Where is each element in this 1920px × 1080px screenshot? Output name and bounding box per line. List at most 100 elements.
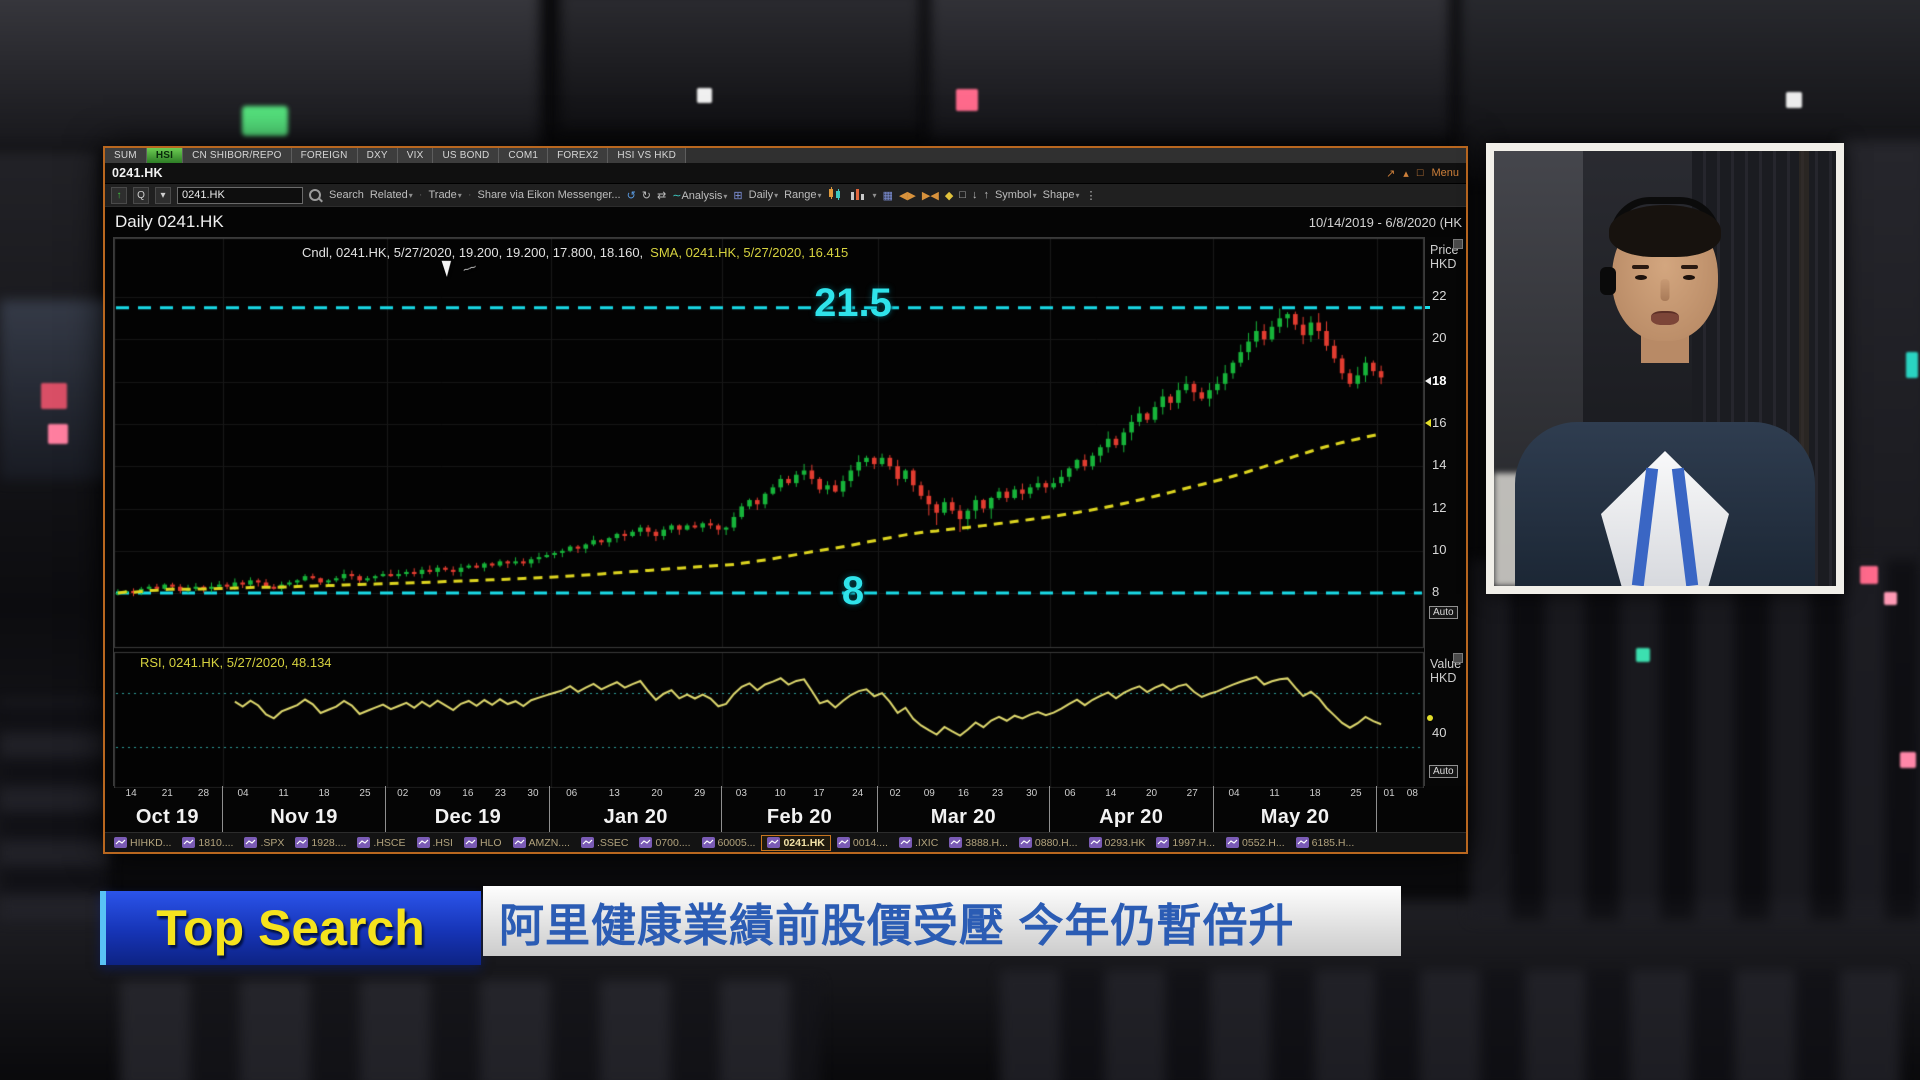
mini-chart-icon bbox=[114, 837, 127, 848]
workspace-tab-sum[interactable]: SUM bbox=[105, 148, 147, 163]
chart-tab-6185-h[interactable]: 6185.H... bbox=[1291, 836, 1360, 850]
quote-button[interactable]: Q bbox=[133, 186, 149, 204]
more-icon[interactable]: ⋮ bbox=[1085, 189, 1097, 202]
range-menu[interactable]: Range▾ bbox=[784, 189, 822, 201]
chart-tab-hihkd[interactable]: HIHKD... bbox=[109, 836, 176, 850]
x-axis-day-ticks: 03 10 17 24 bbox=[722, 786, 877, 803]
chart-tab-hlo[interactable]: HLO bbox=[459, 836, 507, 850]
x-axis-month-oct-19: 14 21 28 Oct 19 bbox=[113, 786, 222, 832]
workspace-tab-hsi-vs-hkd[interactable]: HSI VS HKD bbox=[608, 148, 687, 163]
workspace-tab-cn-shibor-repo[interactable]: CN SHIBOR/REPO bbox=[183, 148, 292, 163]
mini-chart-icon bbox=[1156, 837, 1170, 848]
search-icon[interactable] bbox=[309, 189, 321, 201]
zoom-in-icon[interactable]: ↑ bbox=[983, 189, 989, 201]
chart-tab-1928[interactable]: 1928.... bbox=[290, 836, 351, 850]
x-axis-day-tick: 23 bbox=[494, 788, 506, 799]
chart-plot-area[interactable]: Cndl, 0241.HK, 5/27/2020, 19.200, 19.200… bbox=[113, 237, 1424, 788]
x-axis-day-tick: 23 bbox=[991, 788, 1004, 799]
x-axis-day-ticks: 06 14 20 27 bbox=[1050, 786, 1213, 803]
x-axis-month-nov-19: 04 11 18 25 Nov 19 bbox=[221, 786, 386, 832]
chart-tab-1810[interactable]: 1810.... bbox=[177, 836, 238, 850]
zoom-out-icon[interactable]: ↓ bbox=[971, 189, 978, 201]
chart-tab-3888-h[interactable]: 3888.H... bbox=[944, 836, 1013, 850]
video-background-shelf bbox=[1798, 151, 1809, 586]
menu-button[interactable]: Menu bbox=[1431, 167, 1459, 179]
chevron-down-icon: ▾ bbox=[774, 191, 779, 200]
x-axis-day-ticks: 04 11 18 25 bbox=[223, 786, 386, 803]
chart-type-candle-icon[interactable] bbox=[828, 186, 844, 204]
deco-square bbox=[41, 383, 67, 409]
redo-icon[interactable]: ↻ bbox=[641, 189, 651, 202]
chart-tab-ixic[interactable]: .IXIC bbox=[894, 836, 943, 850]
search-label[interactable]: Search bbox=[329, 189, 364, 201]
symbol-menu[interactable]: Symbol▾ bbox=[994, 189, 1037, 201]
chart-tab-spx[interactable]: .SPX bbox=[239, 836, 289, 850]
undo-icon[interactable]: ↺ bbox=[626, 189, 636, 202]
chart-tab-0014[interactable]: 0014.... bbox=[832, 836, 893, 850]
workspace-tab-dxy[interactable]: DXY bbox=[358, 148, 398, 163]
price-axis-tick-16: 16 bbox=[1432, 414, 1447, 430]
chart-tab-60005[interactable]: 60005... bbox=[697, 836, 761, 850]
chart-tab-1997-h[interactable]: 1997.H... bbox=[1151, 836, 1220, 850]
share-messenger-button[interactable]: Share via Eikon Messenger... bbox=[477, 189, 621, 201]
panel-expand-icon[interactable] bbox=[1453, 653, 1463, 663]
price-axis[interactable]: Price HKD 22 20 18 16 14 12 10 8 Auto Value HKD… bbox=[1424, 237, 1466, 786]
person-eyebrow bbox=[1681, 265, 1698, 269]
chart-tab-0552-h[interactable]: 0552.H... bbox=[1221, 836, 1290, 850]
window-icon[interactable]: □ bbox=[1416, 167, 1424, 179]
chart-tab-0293-hk[interactable]: 0293.HK bbox=[1084, 836, 1151, 850]
pan-icon[interactable]: ⇄ bbox=[657, 189, 667, 202]
price-axis-tick-14: 14 bbox=[1432, 457, 1447, 473]
symbol-up-icon[interactable]: ↑ bbox=[111, 186, 127, 204]
interval-menu[interactable]: Daily▾ bbox=[748, 189, 779, 201]
workspace-tab-filler bbox=[686, 148, 1466, 163]
workspace-tab-us-bond[interactable]: US BOND bbox=[433, 148, 500, 163]
person-hair bbox=[1609, 205, 1721, 257]
workspace-tab-forex2[interactable]: FOREX2 bbox=[548, 148, 609, 163]
news-panel-icon[interactable]: ▦ bbox=[882, 189, 893, 202]
x-axis-month-label: Mar 20 bbox=[930, 806, 996, 828]
panel-expand-icon[interactable] bbox=[1453, 239, 1463, 249]
mini-chart-icon bbox=[580, 837, 594, 848]
workspace-tab-vix[interactable]: VIX bbox=[398, 148, 434, 163]
symbol-input[interactable] bbox=[177, 186, 303, 204]
person-head bbox=[1600, 197, 1721, 341]
top-search-label: Top Search bbox=[156, 900, 425, 956]
select-region-icon[interactable]: □ bbox=[959, 189, 966, 201]
x-axis-day-tick: 25 bbox=[359, 788, 371, 799]
chart-type-bar-icon[interactable] bbox=[850, 187, 866, 204]
shape-menu[interactable]: Shape▾ bbox=[1042, 189, 1080, 201]
layout-grid-icon[interactable]: ⊞ bbox=[733, 189, 743, 202]
expand-icon[interactable]: ◀▶ bbox=[898, 189, 916, 202]
chart-tab-0700[interactable]: 0700.... bbox=[634, 836, 695, 850]
level-label-upper: 21.5 bbox=[814, 280, 892, 325]
mini-chart-icon bbox=[639, 837, 653, 848]
chart-header: Daily 0241.HK 10/14/2019 - 6/8/2020 (HK bbox=[105, 207, 1466, 237]
chart-tab-hsce[interactable]: .HSCE bbox=[352, 836, 410, 850]
mini-chart-icon bbox=[463, 837, 477, 848]
x-axis-month-mar-20: 02 09 16 23 30 Mar 20 bbox=[877, 786, 1049, 832]
workspace-tab-foreign[interactable]: FOREIGN bbox=[292, 148, 358, 163]
chart-style-dropdown-icon[interactable]: ▾ bbox=[872, 190, 877, 200]
deco-square bbox=[1900, 752, 1916, 768]
workspace-tab-com1[interactable]: COM1 bbox=[499, 148, 549, 163]
chart-tab-hsi[interactable]: .HSI bbox=[412, 836, 458, 850]
hourglass-icon[interactable]: ◆ bbox=[944, 189, 954, 202]
chart-tab-0241-hk[interactable]: 0241.HK bbox=[761, 834, 831, 851]
pin-icon[interactable]: ▴ bbox=[1403, 167, 1409, 180]
price-auto-button[interactable]: Auto bbox=[1429, 606, 1458, 620]
analysis-menu[interactable]: ∼Analysis▾ bbox=[672, 189, 728, 202]
collapse-icon[interactable]: ▶◀ bbox=[921, 189, 939, 202]
chart-tab-amzn[interactable]: AMZN.... bbox=[508, 836, 575, 850]
popout-icon[interactable]: ↗ bbox=[1386, 167, 1396, 180]
chart-tab-ssec[interactable]: .SSEC bbox=[576, 836, 634, 850]
chart-tab-0880-h[interactable]: 0880.H... bbox=[1014, 836, 1083, 850]
symbol-dropdown-icon[interactable]: ▾ bbox=[155, 186, 171, 204]
trade-menu[interactable]: Trade▾ bbox=[428, 189, 462, 201]
related-menu[interactable]: Related▾ bbox=[369, 189, 413, 201]
mini-chart-icon bbox=[416, 837, 430, 848]
workspace-tab-hsi[interactable]: HSI bbox=[146, 148, 184, 163]
rsi-auto-button[interactable]: Auto bbox=[1429, 765, 1458, 778]
x-axis-month-apr-20: 06 14 20 27 Apr 20 bbox=[1048, 786, 1213, 832]
candlestick-canvas[interactable] bbox=[114, 238, 1424, 788]
